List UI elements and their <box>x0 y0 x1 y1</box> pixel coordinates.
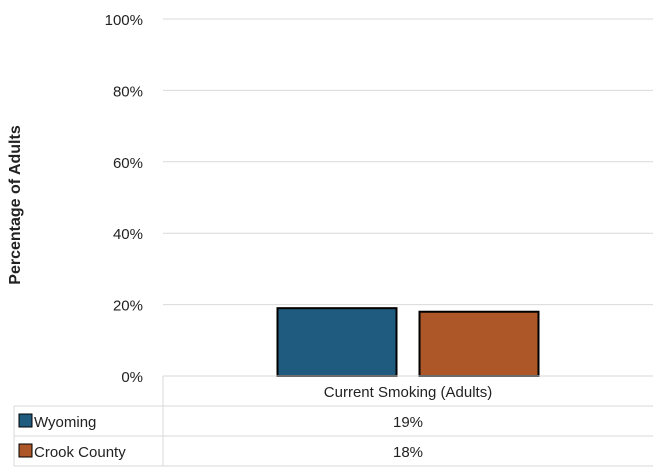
legend-swatch <box>18 443 33 458</box>
y-tick-label: 60% <box>113 155 143 172</box>
y-tick-label: 20% <box>113 298 143 315</box>
data-table: Current Smoking (Adults) Wyoming 19% Crook … <box>13 375 653 467</box>
legend-swatch <box>18 413 33 428</box>
y-tick-label: 40% <box>113 226 143 243</box>
y-tick-label: 100% <box>105 12 143 29</box>
bar-crook-county <box>418 310 540 377</box>
bar-wyoming <box>276 307 398 378</box>
data-label: 19% <box>393 414 423 431</box>
gridlines <box>163 18 653 306</box>
bars <box>276 307 540 378</box>
legend-label: Wyoming <box>34 414 96 431</box>
y-tick-labels: 0% 20% 40% 60% 80% 100% <box>105 12 143 386</box>
x-tick-label: Current Smoking (Adults) <box>324 384 492 401</box>
y-tick-label: 80% <box>113 83 143 100</box>
y-axis-label: Percentage of Adults <box>7 125 24 285</box>
legend-label: Crook County <box>34 444 126 461</box>
y-tick-label: 0% <box>121 369 143 386</box>
data-label: 18% <box>393 444 423 461</box>
